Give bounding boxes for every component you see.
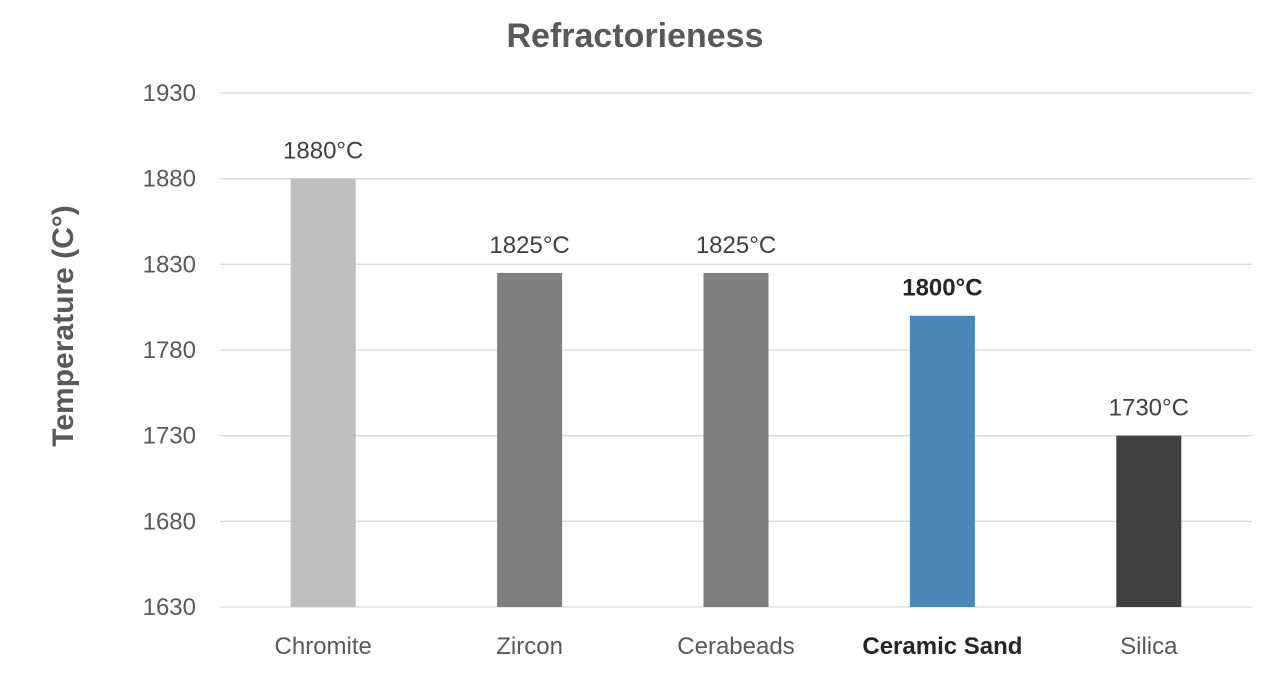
x-tick-label: Ceramic Sand	[862, 633, 1022, 660]
bar	[290, 178, 356, 607]
y-axis-ticks: 1630 1680 1730 1780 1830 1880 1930	[143, 80, 196, 621]
data-labels: 1880°C 1825°C 1825°C 1800°C 1730°C	[283, 138, 1189, 422]
bar	[909, 315, 975, 607]
y-tick-label: 1830	[143, 251, 196, 278]
data-label: 1800°C	[902, 275, 982, 302]
x-tick-label: Silica	[1120, 633, 1178, 660]
y-tick-label: 1780	[143, 337, 196, 364]
bars	[290, 178, 1182, 607]
y-tick-label: 1730	[143, 423, 196, 450]
bar	[703, 272, 769, 607]
x-axis-ticks: Chromite Zircon Cerabeads Ceramic Sand Silic…	[275, 633, 1179, 660]
bar	[497, 272, 563, 607]
x-tick-label: Cerabeads	[677, 633, 794, 660]
chart-title: Refractorieness	[506, 17, 763, 55]
y-tick-label: 1680	[143, 508, 196, 535]
data-label: 1880°C	[283, 138, 363, 165]
x-tick-label: Zircon	[496, 633, 563, 660]
data-label: 1825°C	[696, 232, 776, 259]
x-tick-label: Chromite	[275, 633, 372, 660]
data-label: 1825°C	[489, 232, 569, 259]
bar	[1116, 435, 1182, 607]
data-label: 1730°C	[1109, 395, 1189, 422]
y-tick-label: 1930	[143, 80, 196, 107]
y-axis-label: Temperature (C°)	[47, 205, 80, 446]
y-tick-label: 1630	[143, 594, 196, 621]
y-tick-label: 1880	[143, 166, 196, 193]
